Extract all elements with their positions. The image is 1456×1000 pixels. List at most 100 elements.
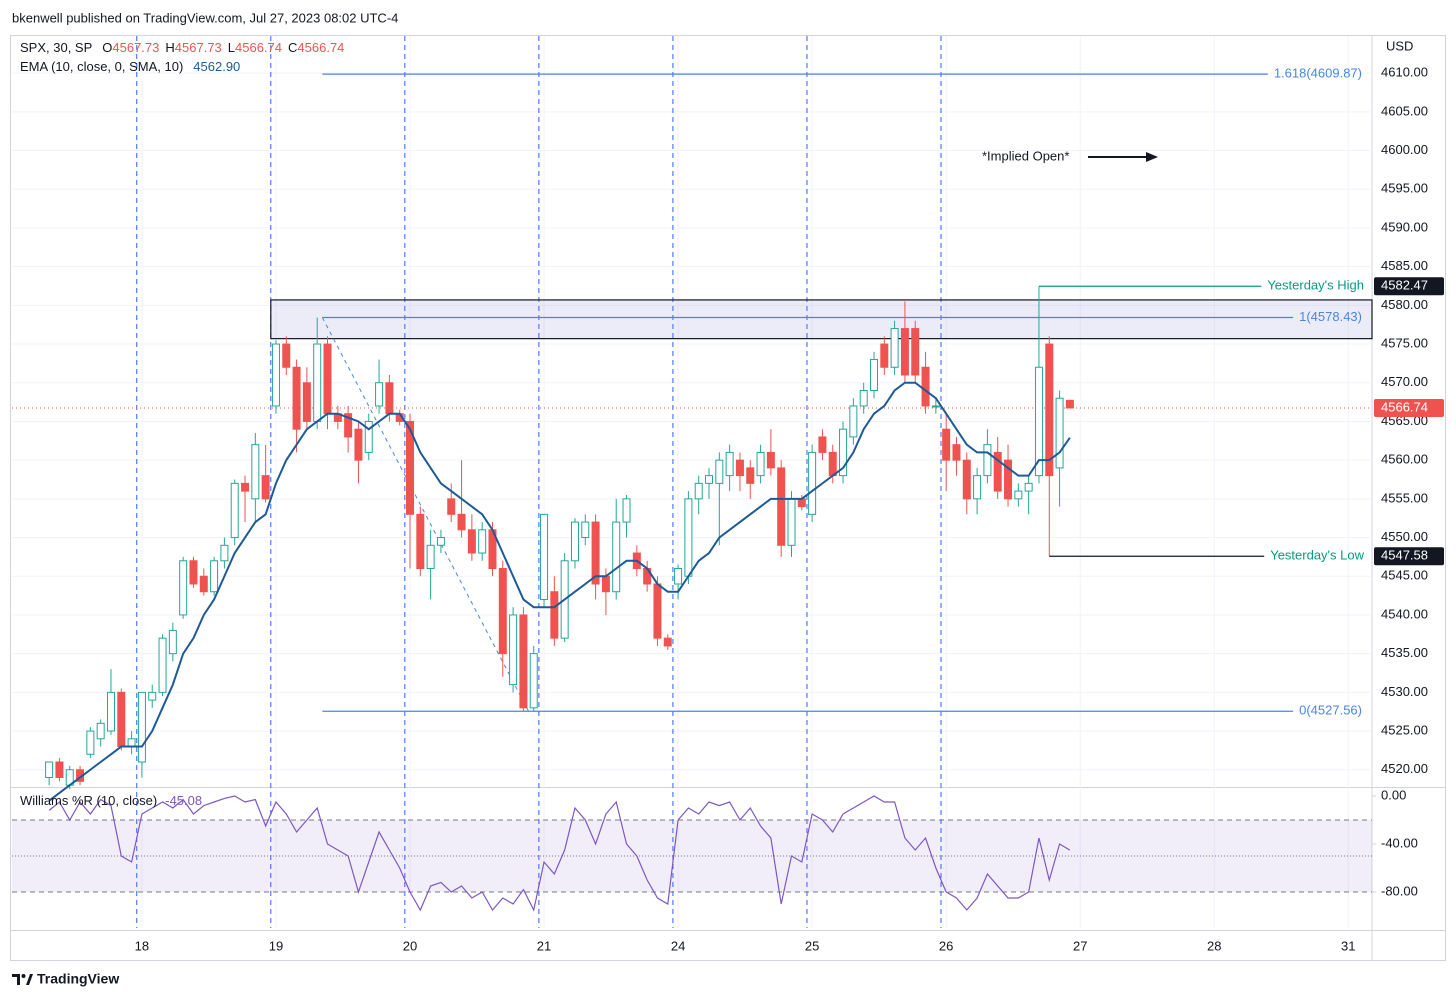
candle-body [674, 568, 683, 585]
candle-body [1055, 397, 1064, 469]
candle-body [1004, 459, 1013, 500]
y-tick-label: 4540.00 [1381, 606, 1428, 621]
x-tick-label: 26 [939, 938, 953, 953]
x-tick-label: 24 [671, 938, 685, 953]
candle-body [302, 382, 311, 422]
candle-body [127, 738, 136, 748]
y-tick-label: 4550.00 [1381, 529, 1428, 544]
candle-body [292, 366, 301, 430]
x-tick-label: 21 [537, 938, 551, 953]
candle-body [282, 343, 291, 368]
candle-body [540, 513, 549, 600]
candle-body [880, 343, 889, 368]
candle-body [581, 521, 590, 539]
candle-body [529, 653, 538, 709]
ohlc-key: H [165, 40, 174, 55]
candle-body [354, 428, 363, 461]
price-legend: SPX, 30, SP O4567.73 H4567.73 L4566.74 C4566… [20, 40, 344, 55]
ema-legend: EMA (10, close, 0, SMA, 10) 4562.90 [20, 59, 240, 74]
candle-body [1014, 490, 1023, 500]
candle-body [766, 451, 775, 469]
y-tick-label: 4600.00 [1381, 142, 1428, 157]
candle-body [973, 475, 982, 500]
candle-body [436, 537, 445, 546]
y-tick-label: 4570.00 [1381, 374, 1428, 389]
candle-body [189, 560, 198, 585]
y-tick-label: 4525.00 [1381, 722, 1428, 737]
candle-body [653, 583, 662, 639]
ohlc-value: 4566.74 [235, 40, 282, 55]
zone [270, 299, 1373, 340]
y-tick-label: 4585.00 [1381, 258, 1428, 273]
candle-body [426, 544, 435, 570]
candle-body [385, 382, 394, 415]
candle-body [787, 498, 796, 546]
candle-body [457, 513, 466, 531]
candle-body [705, 475, 714, 484]
candle-body [839, 428, 848, 477]
candle-body [828, 451, 837, 477]
y-tick-label: 0.00 [1381, 787, 1406, 802]
ohlc-value: 4567.73 [175, 40, 222, 55]
candle-body [478, 529, 487, 554]
x-tick-label: 31 [1341, 938, 1355, 953]
candle-body [777, 467, 786, 546]
candle-body [199, 575, 208, 593]
candle-body [117, 691, 126, 748]
ohlc-key: C [288, 40, 297, 55]
x-tick-label: 19 [269, 938, 283, 953]
candle-body [467, 529, 476, 554]
candle-body [45, 761, 54, 778]
candle-body [849, 405, 858, 438]
y-tick-label: 4610.00 [1381, 65, 1428, 80]
level-label: Yesterday's Low [1270, 548, 1364, 563]
candle-body [684, 498, 693, 577]
candle-body [509, 614, 518, 686]
candle-body [931, 405, 940, 408]
williams-value: -45.08 [165, 793, 202, 808]
price-tag-label: 4582.47 [1381, 278, 1428, 293]
candle-body [447, 498, 456, 515]
candle-body [168, 629, 177, 655]
candle-body [715, 459, 724, 484]
x-tick-label: 27 [1073, 938, 1087, 953]
x-tick-label: 28 [1207, 938, 1221, 953]
ema-line [48, 381, 1071, 802]
last-price-tag [1374, 398, 1444, 417]
y-tick-label: 4530.00 [1381, 684, 1428, 699]
ohlc-value: 4567.73 [112, 40, 159, 55]
ohlc-value: 4566.74 [297, 40, 344, 55]
band-fill [12, 820, 1372, 892]
candle-body [1024, 482, 1033, 492]
x-tick-label: 18 [135, 938, 149, 953]
candle-body [86, 730, 95, 755]
y-tick-label: 4545.00 [1381, 568, 1428, 583]
candle-body [890, 328, 899, 368]
candle-body [364, 420, 373, 453]
candle-body [942, 428, 951, 461]
last-price-label: 4566.74 [1381, 399, 1428, 414]
x-tick-label: 20 [403, 938, 417, 953]
ema-value: 4562.90 [193, 59, 240, 74]
candle-body [735, 459, 744, 477]
fib-label: 1.618(4609.87) [1274, 66, 1362, 81]
y-tick-label: 4595.00 [1381, 181, 1428, 196]
candle-body [952, 444, 961, 461]
y-tick-label: 4555.00 [1381, 490, 1428, 505]
ohlc-key: L [228, 40, 235, 55]
candle-body [808, 451, 817, 515]
brand-name: TradingView [37, 971, 119, 987]
candle-body [210, 560, 219, 593]
candle-body [900, 328, 909, 376]
brand-logo [12, 974, 33, 985]
y-tick-label: 4560.00 [1381, 452, 1428, 467]
candle-body [818, 436, 827, 453]
candle-body [137, 691, 146, 763]
fib-label: 1(4578.43) [1299, 309, 1362, 324]
y-tick-label: -40.00 [1381, 835, 1418, 850]
candle-body [911, 328, 920, 376]
level-label: Yesterday's High [1267, 278, 1364, 293]
candle-body [230, 482, 239, 539]
candle-body [612, 521, 621, 593]
